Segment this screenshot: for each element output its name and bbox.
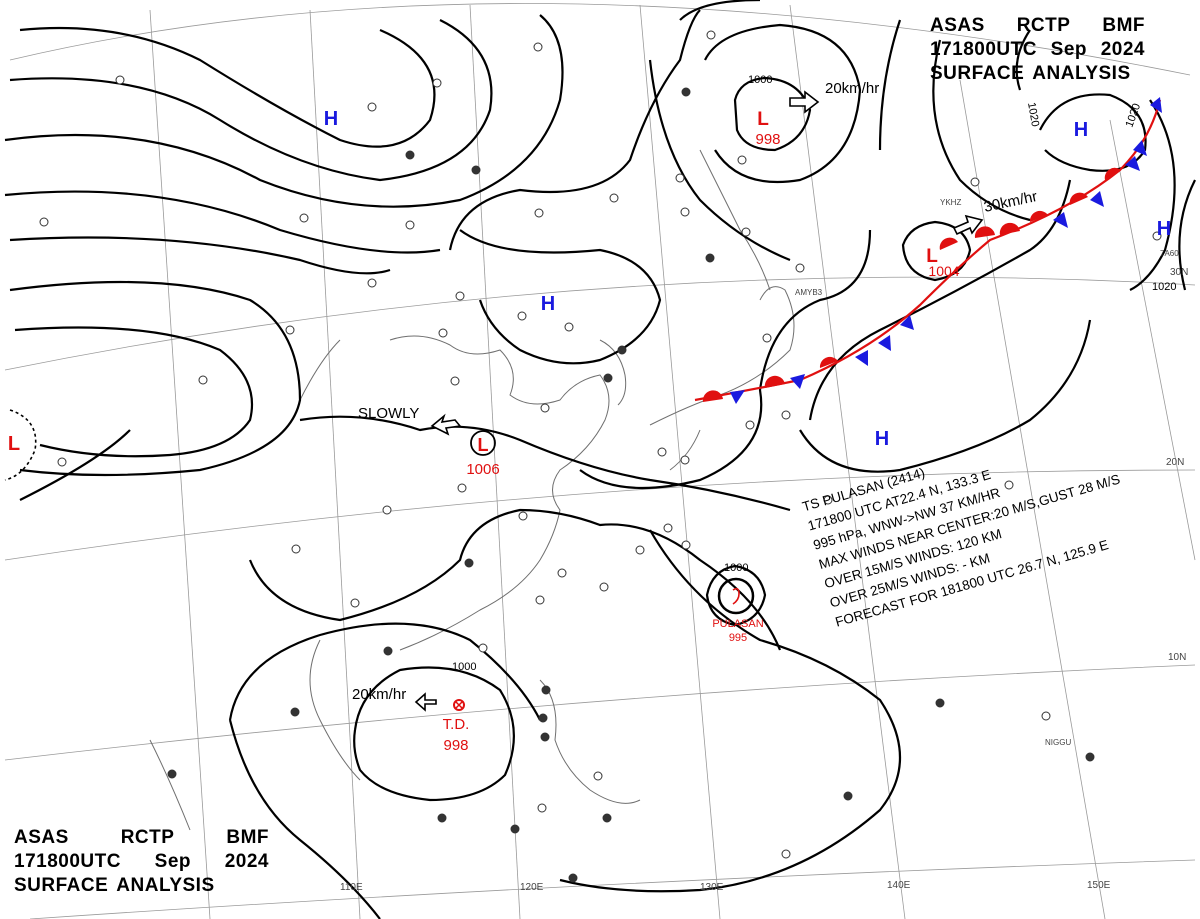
- footer-analysis: ANALYSIS: [116, 875, 215, 896]
- td-label: T.D.: [443, 716, 470, 733]
- footer-surface: SURFACE: [14, 875, 109, 896]
- lat-label-10: 10N: [1168, 652, 1186, 663]
- header-month: Sep: [1050, 39, 1088, 60]
- lon-label-120: 120E: [520, 882, 544, 893]
- lon-label-150: 150E: [1087, 880, 1111, 891]
- header-top-right: ASAS RCTP BMF 171800UTC Sep 2024 SURFACE ANAL…: [930, 14, 1145, 86]
- station-code-niggu: NIGGU: [1045, 738, 1071, 747]
- coastlines: [149, 149, 795, 831]
- low-west-edge: L: [8, 433, 20, 455]
- motion-label-td: 20km/hr: [352, 686, 406, 703]
- lat-label-30: 30N: [1170, 267, 1188, 278]
- high-pacific: H: [875, 428, 889, 450]
- station-plots: [39, 30, 1162, 883]
- footer-office: BMF: [226, 827, 269, 848]
- low-north-value: 998: [755, 131, 780, 148]
- low-china-value: 1006: [466, 461, 499, 478]
- lon-label-140: 140E: [887, 880, 911, 891]
- motion-arrows: [414, 90, 984, 712]
- pressure-systems: H L 998 H H H L 1004 L 1006 H L PULASAN …: [8, 108, 1171, 754]
- low-japan-sea-value: 1004: [928, 263, 959, 279]
- td-pressure: 998: [443, 737, 468, 754]
- high-east-edge: H: [1157, 218, 1171, 240]
- isobar-label-1000-typhoon: 1000: [724, 562, 748, 574]
- high-north-west: H: [324, 108, 338, 130]
- header-year: 2024: [1100, 39, 1145, 60]
- front-warm-marks: [702, 167, 1121, 402]
- station-code-amyb3: AMYB3: [795, 288, 823, 297]
- footer-year: 2024: [224, 851, 269, 872]
- low-north: L: [757, 109, 769, 130]
- station-code-ykhz: YKHZ: [940, 198, 961, 207]
- footer-product: ASAS: [14, 827, 69, 848]
- header-line-3: SURFACE ANALYSIS: [930, 62, 1145, 86]
- header-office: BMF: [1102, 15, 1145, 36]
- front-cold-marks: [730, 97, 1162, 404]
- station-code-7a60: 7A60: [1160, 249, 1179, 258]
- high-mongolia: H: [541, 293, 555, 315]
- header-time: 171800UTC: [930, 39, 1037, 60]
- footer-station: RCTP: [120, 827, 175, 848]
- typhoon-symbol: [717, 577, 755, 615]
- grid-labels: 110E 120E 130E 140E 150E 30N 20N 10N AMY…: [340, 198, 1188, 893]
- isobar-label-1020-c: 1020: [1152, 281, 1176, 293]
- footer-month: Sep: [154, 851, 192, 872]
- header-product: ASAS: [930, 15, 985, 36]
- lon-label-130: 130E: [700, 882, 724, 893]
- graticule: [4, 3, 1196, 919]
- isobar-label-1000-north: 1000: [748, 74, 772, 86]
- motion-label-china-low: SLOWLY: [358, 405, 419, 422]
- high-north-east: H: [1074, 119, 1088, 141]
- td-symbol: [453, 699, 465, 711]
- header-surface: SURFACE: [930, 63, 1025, 84]
- lon-label-110: 110E: [340, 882, 363, 893]
- lat-label-20: 20N: [1166, 457, 1184, 468]
- header-line-2: 171800UTC Sep 2024: [930, 38, 1145, 62]
- isobar-label-1020-a: 1020: [1025, 101, 1041, 127]
- footer-line-3: SURFACE ANALYSIS: [14, 874, 269, 898]
- motion-label-north-low: 20km/hr: [825, 80, 879, 97]
- isobars: [4, 0, 1196, 919]
- isobar-label-1000-td: 1000: [452, 661, 476, 673]
- low-china: L: [478, 435, 489, 455]
- header-station: RCTP: [1016, 15, 1071, 36]
- footer-line-2: 171800UTC Sep 2024: [14, 850, 269, 874]
- footer-time: 171800UTC: [14, 851, 121, 872]
- footer-line-1: ASAS RCTP BMF: [14, 826, 269, 850]
- low-japan-sea: L: [926, 246, 938, 267]
- header-analysis: ANALYSIS: [1032, 63, 1131, 84]
- header-line-1: ASAS RCTP BMF: [930, 14, 1145, 38]
- typhoon-name: PULASAN: [712, 618, 763, 630]
- isobar-dashed: [4, 409, 37, 481]
- header-bottom-left: ASAS RCTP BMF 171800UTC Sep 2024 SURFACE ANAL…: [14, 826, 269, 898]
- typhoon-pressure: 995: [729, 632, 747, 644]
- low-1006-ring: [470, 430, 496, 456]
